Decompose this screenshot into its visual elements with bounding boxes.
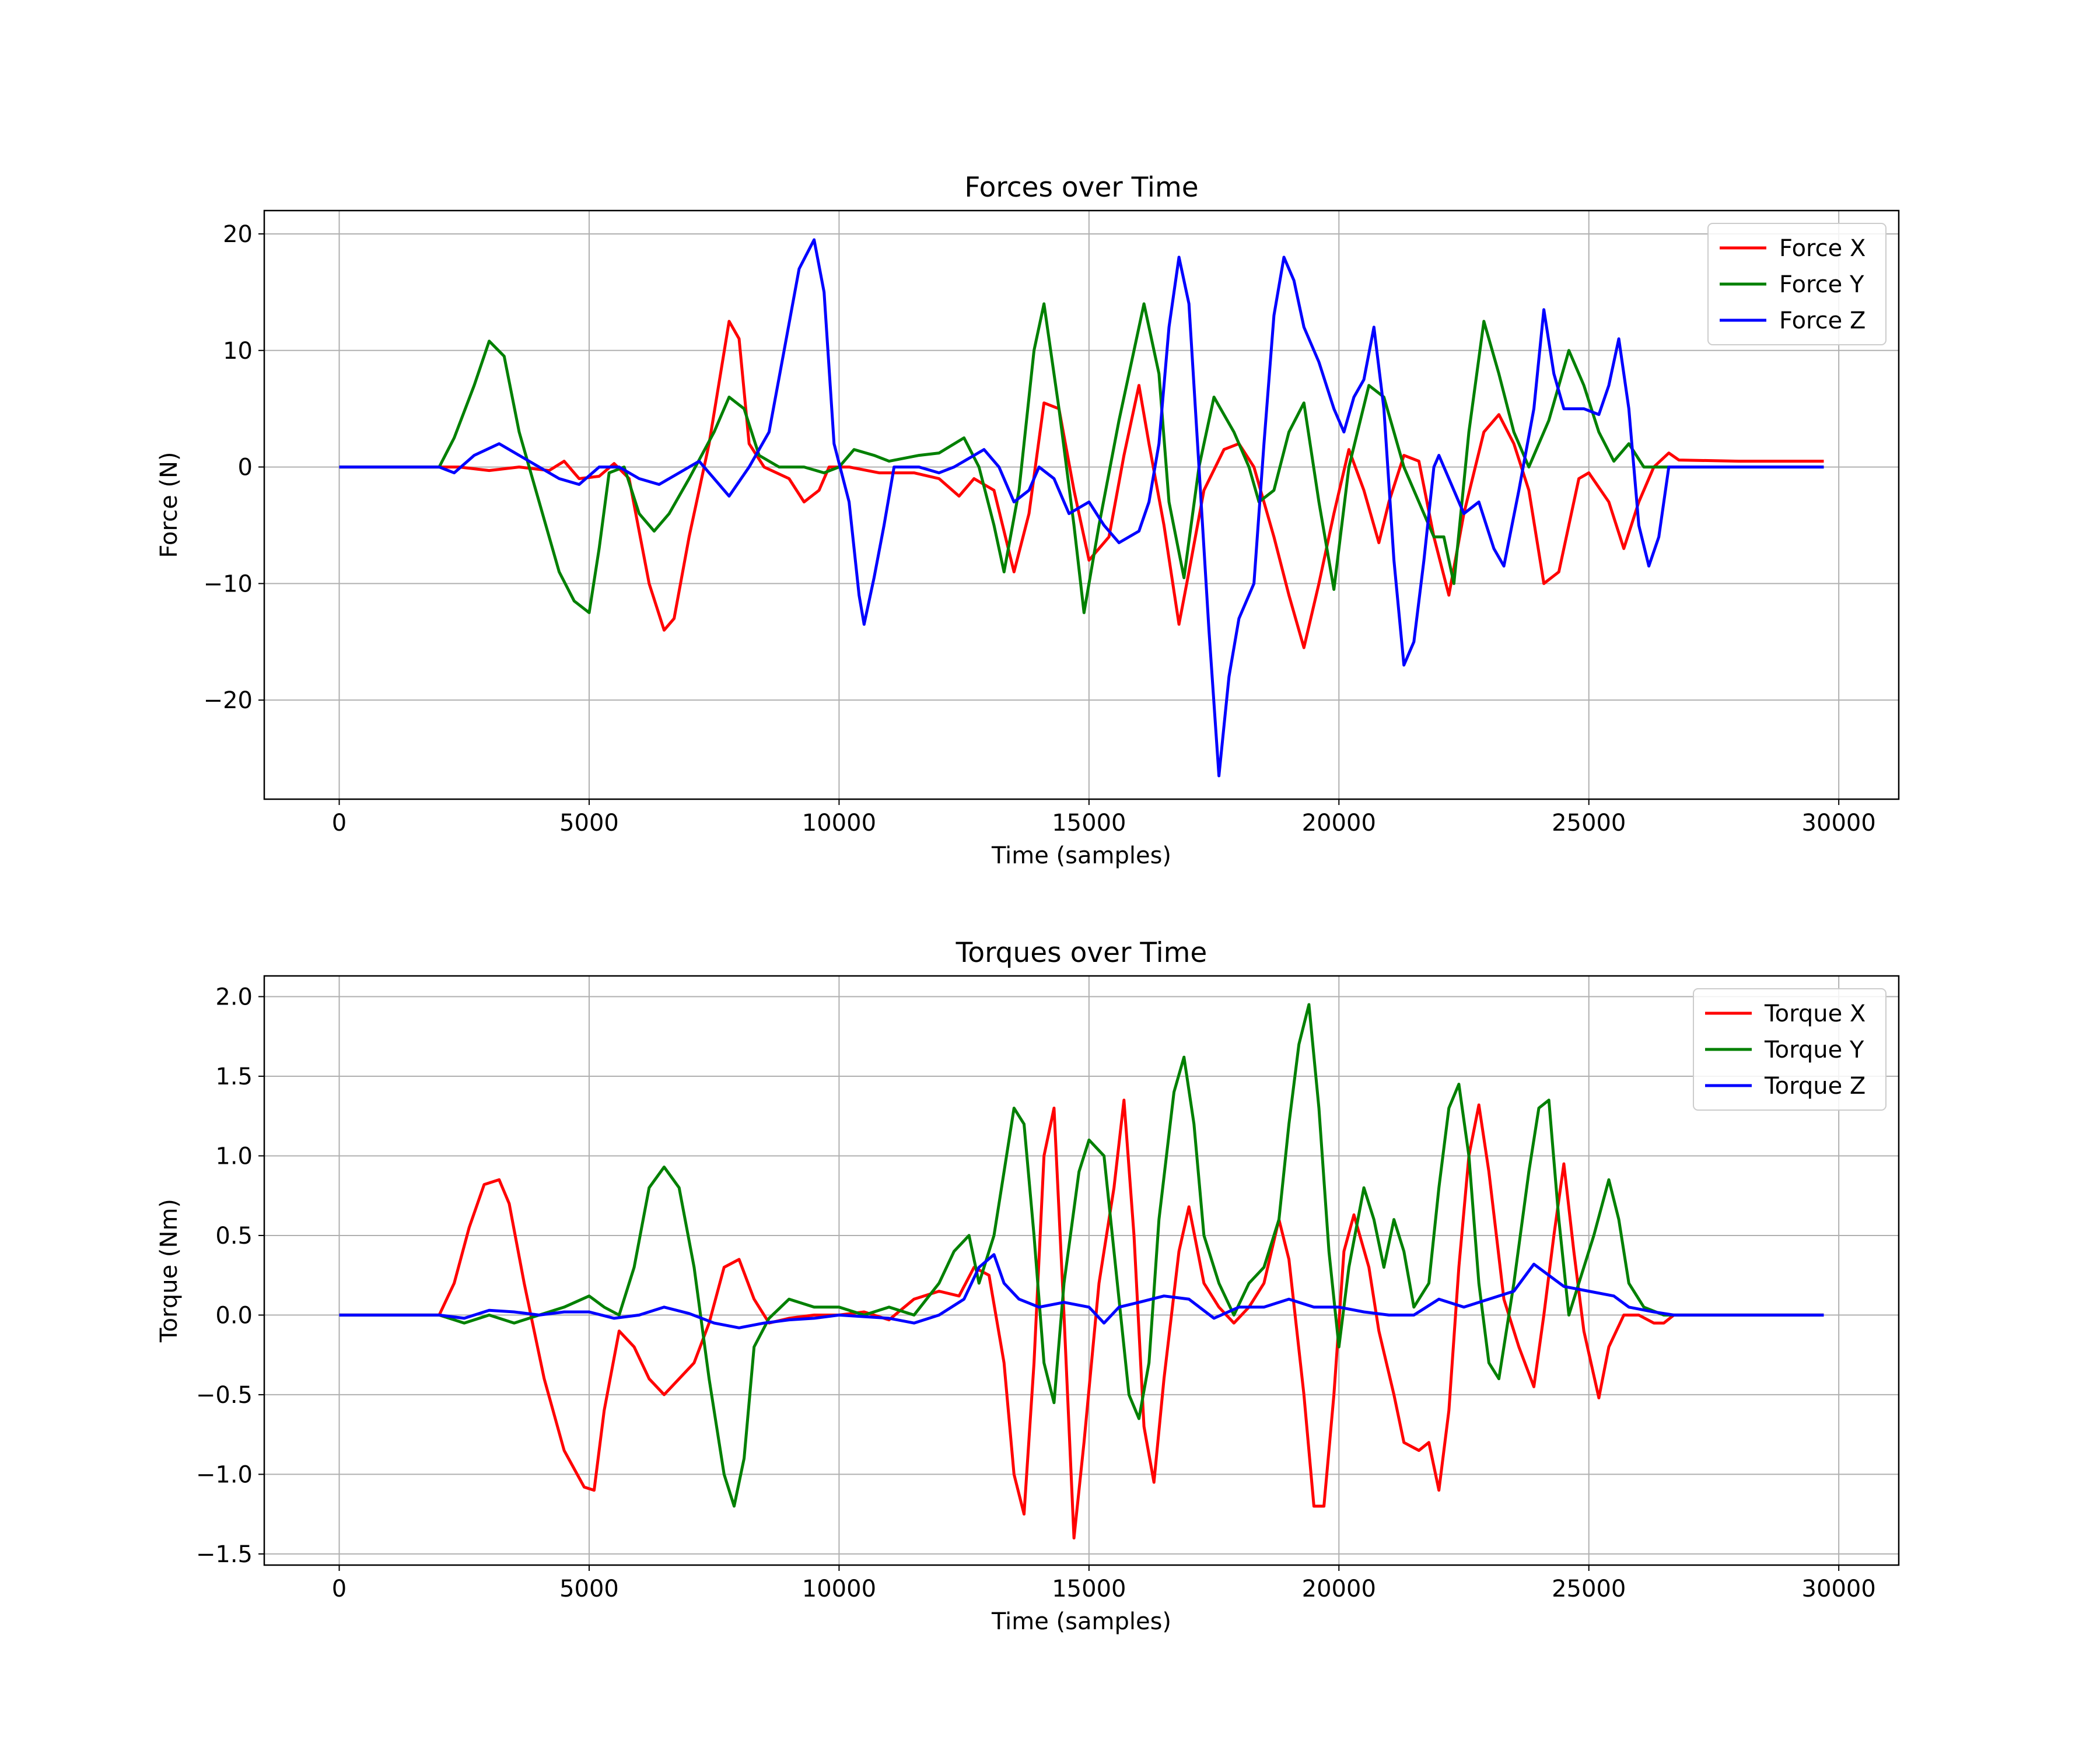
forces-legend: Force X Force Y Force Z bbox=[1707, 223, 1887, 345]
forces-x-tick-label: 15000 bbox=[1052, 810, 1126, 836]
torques-y-tick-label: 2.0 bbox=[215, 984, 253, 1010]
torques-x-tick-label: 15000 bbox=[1052, 1576, 1126, 1602]
torques-legend-box bbox=[1693, 988, 1887, 1111]
forces-y-tick-label: −10 bbox=[204, 570, 253, 597]
forces-x-tick-label: 25000 bbox=[1552, 810, 1626, 836]
torques-y-tick-label: 1.0 bbox=[215, 1143, 253, 1170]
forces-x-tick-label: 0 bbox=[332, 810, 346, 836]
torques-axes-frame bbox=[263, 975, 1900, 1566]
torques-y-tick-label: −1.5 bbox=[196, 1541, 253, 1568]
torques-x-tick-label: 10000 bbox=[802, 1576, 876, 1602]
torques-x-tick-label: 5000 bbox=[559, 1576, 619, 1602]
forces-y-tick-label: 20 bbox=[223, 221, 253, 248]
torque-x-legend-label: Torque X bbox=[1764, 1000, 1866, 1027]
torques-x-tick-label: 20000 bbox=[1302, 1576, 1376, 1602]
torques-chart: 0 5000 10000 15000 20000 25000 30000 −1.5 −1.0 −0… bbox=[156, 937, 1900, 1635]
torque-x-line bbox=[339, 1098, 1824, 1540]
torques-x-axis-label: Time (samples) bbox=[991, 1608, 1171, 1635]
forces-y-axis-label: Force (N) bbox=[156, 452, 183, 558]
torques-chart-title: Torques over Time bbox=[956, 937, 1208, 969]
force-z-legend-label: Force Z bbox=[1779, 307, 1866, 334]
forces-chart: 0 5000 10000 15000 20000 25000 30000 −20 −10 0 10 2… bbox=[156, 172, 1900, 869]
torques-x-tick-label: 0 bbox=[332, 1576, 346, 1602]
force-x-line bbox=[339, 320, 1824, 649]
forces-y-tick-label: 0 bbox=[238, 454, 253, 481]
force-y-legend-label: Force Y bbox=[1779, 271, 1864, 298]
forces-y-tick-label: −20 bbox=[204, 687, 253, 714]
torque-z-line bbox=[339, 1253, 1824, 1329]
torques-y-axis-label: Torque (Nm) bbox=[156, 1199, 183, 1343]
forces-axes-frame bbox=[263, 209, 1900, 800]
forces-chart-title: Forces over Time bbox=[964, 172, 1198, 204]
forces-x-axis-label: Time (samples) bbox=[991, 842, 1171, 869]
torques-y-tick-label: 0.0 bbox=[215, 1302, 253, 1329]
torques-y-tick-label: −0.5 bbox=[196, 1382, 253, 1409]
forces-y-tick-label: 10 bbox=[223, 338, 253, 365]
forces-x-tick-label: 5000 bbox=[559, 810, 619, 836]
torque-y-legend-label: Torque Y bbox=[1764, 1037, 1864, 1063]
force-z-line bbox=[339, 238, 1824, 778]
force-y-line bbox=[339, 302, 1824, 614]
forces-x-tick-label: 20000 bbox=[1302, 810, 1376, 836]
torque-z-legend-label: Torque Z bbox=[1764, 1073, 1866, 1100]
torques-x-tick-label: 30000 bbox=[1802, 1576, 1876, 1602]
force-x-legend-label: Force X bbox=[1779, 235, 1866, 262]
torques-y-tick-label: 1.5 bbox=[215, 1063, 253, 1090]
forces-x-tick-label: 30000 bbox=[1802, 810, 1876, 836]
forces-x-tick-label: 10000 bbox=[802, 810, 876, 836]
torques-y-tick-label: 0.5 bbox=[215, 1223, 253, 1250]
torques-legend: Torque X Torque Y Torque Z bbox=[1693, 988, 1887, 1111]
torque-y-line bbox=[339, 1003, 1824, 1508]
torques-x-tick-label: 25000 bbox=[1552, 1576, 1626, 1602]
torques-y-tick-label: −1.0 bbox=[196, 1461, 253, 1488]
forces-legend-box bbox=[1707, 223, 1887, 345]
